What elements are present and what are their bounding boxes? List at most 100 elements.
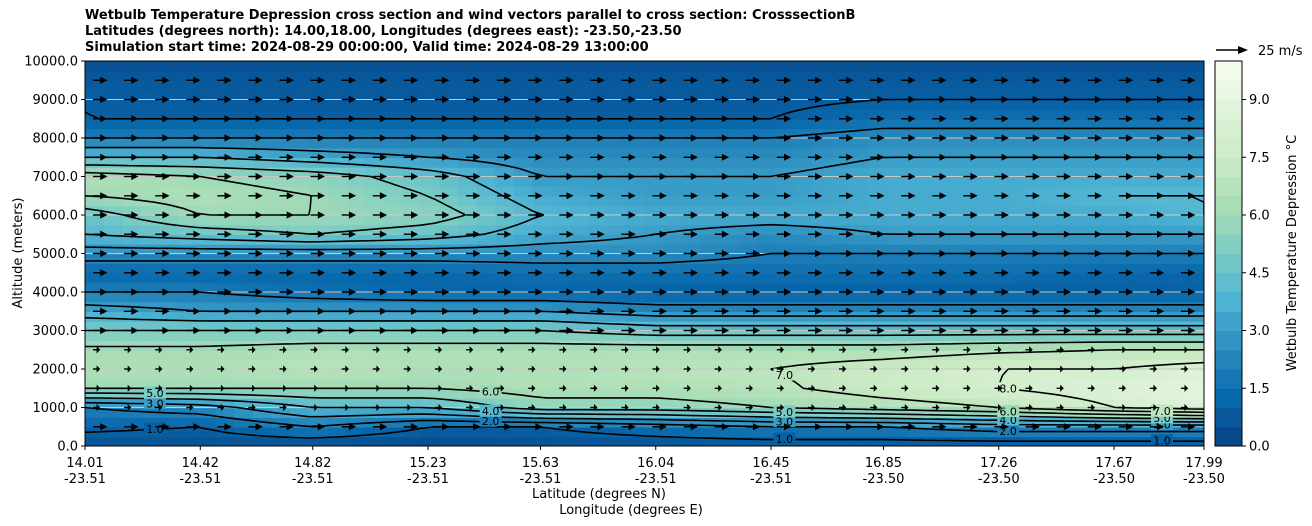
- field-cell: [924, 417, 944, 428]
- wind-vector-head: [193, 95, 201, 104]
- field-cell: [159, 80, 180, 91]
- field-cell: [346, 311, 366, 322]
- field-cell: [1054, 128, 1075, 139]
- field-cell: [924, 157, 944, 168]
- field-cell: [607, 138, 627, 149]
- wind-vector-head: [1094, 95, 1103, 104]
- field-cell: [700, 359, 720, 370]
- field-cell: [103, 99, 124, 110]
- field-cell: [1166, 272, 1187, 284]
- field-cell: [625, 282, 646, 293]
- field-cell: [607, 320, 627, 332]
- field-cell: [290, 205, 310, 216]
- wind-vector-head: [815, 95, 823, 104]
- field-cell: [1110, 109, 1131, 120]
- field-cell: [122, 417, 142, 428]
- x-tick-lat-label: 16.04: [637, 456, 674, 471]
- field-cell: [756, 215, 776, 226]
- field-cell: [513, 234, 534, 245]
- field-cell: [569, 138, 590, 149]
- wind-vector-head: [566, 249, 574, 258]
- wind-vector-head: [1032, 134, 1040, 142]
- field-cell: [1036, 272, 1056, 284]
- wind-vector-head: [1188, 134, 1196, 142]
- field-cell: [1166, 205, 1187, 216]
- field-cell: [1129, 340, 1149, 351]
- wind-vector-head: [784, 76, 792, 84]
- field-cell: [271, 128, 291, 139]
- contour-label: 6.0: [482, 385, 500, 398]
- field-cell: [308, 311, 329, 322]
- colorbar-segment: [1215, 234, 1242, 254]
- wind-vector-head: [842, 384, 847, 392]
- field-cell: [775, 157, 795, 168]
- wind-vector-head: [193, 423, 201, 431]
- wind-vector-head: [162, 95, 170, 104]
- field-cell: [364, 205, 385, 216]
- wind-vector-head: [504, 288, 512, 296]
- field-cell: [551, 118, 571, 130]
- field-cell: [178, 157, 198, 168]
- field-cell: [551, 234, 571, 245]
- field-cell: [905, 253, 926, 264]
- wind-vector-head: [1001, 172, 1009, 181]
- field-cell: [271, 436, 291, 446]
- wind-vector-head: [939, 230, 947, 238]
- field-cell: [980, 186, 1000, 197]
- wind-vector-head: [286, 211, 294, 219]
- field-cell: [420, 417, 441, 428]
- field-cell: [196, 292, 217, 303]
- wind-vector-head: [162, 307, 170, 315]
- field-cell: [868, 147, 888, 159]
- wind-vector-head: [535, 115, 543, 123]
- wind-vector-head: [1063, 211, 1071, 219]
- field-cell: [346, 436, 366, 446]
- field-cell: [495, 340, 515, 351]
- x-tick-lon-label: -23.51: [407, 472, 449, 487]
- field-cell: [178, 311, 198, 322]
- field-cell: [868, 388, 888, 399]
- field-cell: [290, 320, 310, 332]
- field-cell: [719, 426, 739, 438]
- field-cell: [831, 215, 851, 226]
- field-cell: [663, 407, 683, 418]
- field-cell: [364, 89, 385, 101]
- field-cell: [737, 378, 758, 390]
- field-cell: [140, 166, 161, 178]
- field-cell: [196, 205, 217, 216]
- field-cell: [420, 369, 441, 380]
- field-cell: [1054, 80, 1075, 91]
- field-cell: [625, 301, 646, 313]
- field-cell: [252, 388, 273, 399]
- wind-vector-head: [162, 230, 170, 238]
- field-cell: [85, 359, 105, 370]
- field-cell: [476, 147, 497, 159]
- field-cell: [551, 263, 571, 274]
- field-cell: [346, 128, 366, 139]
- wind-vector-head: [846, 76, 854, 84]
- field-cell: [140, 272, 161, 284]
- field-cell: [327, 320, 347, 332]
- wind-vector-head: [379, 115, 388, 123]
- field-cell: [980, 205, 1000, 216]
- field-cell: [476, 205, 497, 216]
- field-cell: [271, 215, 291, 226]
- field-cell: [495, 330, 515, 341]
- field-cell: [159, 109, 180, 120]
- field-cell: [364, 292, 385, 303]
- field-cell: [327, 157, 347, 168]
- field-cell: [420, 282, 441, 293]
- field-cell: [1092, 388, 1112, 399]
- wind-vector-head: [1184, 365, 1189, 373]
- field-cell: [140, 330, 161, 341]
- wind-vector-head: [625, 384, 629, 392]
- field-cell: [644, 349, 664, 361]
- field-cell: [122, 234, 142, 245]
- field-cell: [252, 426, 273, 438]
- field-cell: [476, 330, 497, 341]
- field-cell: [513, 224, 534, 236]
- field-cell: [1017, 253, 1037, 264]
- field-cell: [569, 320, 590, 332]
- field-cell: [532, 388, 553, 399]
- field-cell: [290, 234, 310, 245]
